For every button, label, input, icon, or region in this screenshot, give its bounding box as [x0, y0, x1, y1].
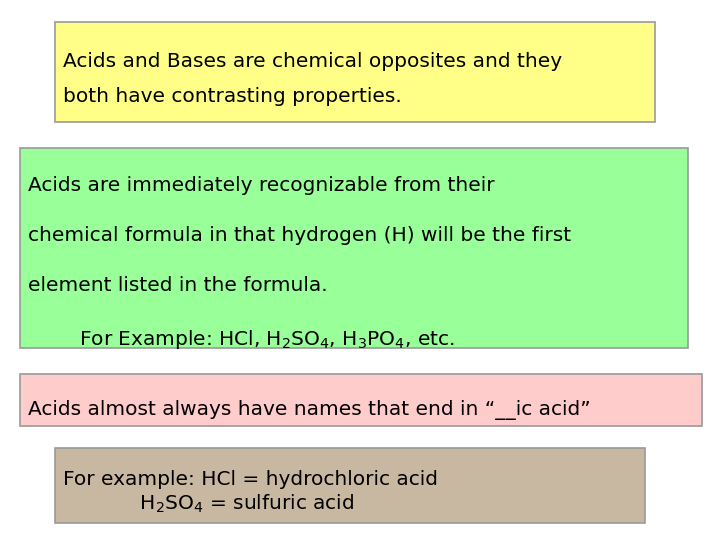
FancyBboxPatch shape: [55, 448, 645, 523]
Text: For Example: HCl, H$_2$SO$_4$, H$_3$PO$_4$, etc.: For Example: HCl, H$_2$SO$_4$, H$_3$PO$_…: [28, 328, 454, 351]
Text: Acids and Bases are chemical opposites and they: Acids and Bases are chemical opposites a…: [63, 52, 562, 71]
Text: Acids almost always have names that end in “__ic acid”: Acids almost always have names that end …: [28, 400, 590, 420]
Text: chemical formula in that hydrogen (H) will be the first: chemical formula in that hydrogen (H) wi…: [28, 226, 571, 245]
FancyBboxPatch shape: [55, 22, 655, 122]
FancyBboxPatch shape: [20, 148, 688, 348]
Text: Acids are immediately recognizable from their: Acids are immediately recognizable from …: [28, 176, 495, 195]
Text: H$_2$SO$_4$ = sulfuric acid: H$_2$SO$_4$ = sulfuric acid: [63, 493, 354, 515]
FancyBboxPatch shape: [20, 374, 702, 426]
Text: element listed in the formula.: element listed in the formula.: [28, 276, 328, 295]
Text: both have contrasting properties.: both have contrasting properties.: [63, 87, 402, 106]
Text: For example: HCl = hydrochloric acid: For example: HCl = hydrochloric acid: [63, 470, 438, 489]
